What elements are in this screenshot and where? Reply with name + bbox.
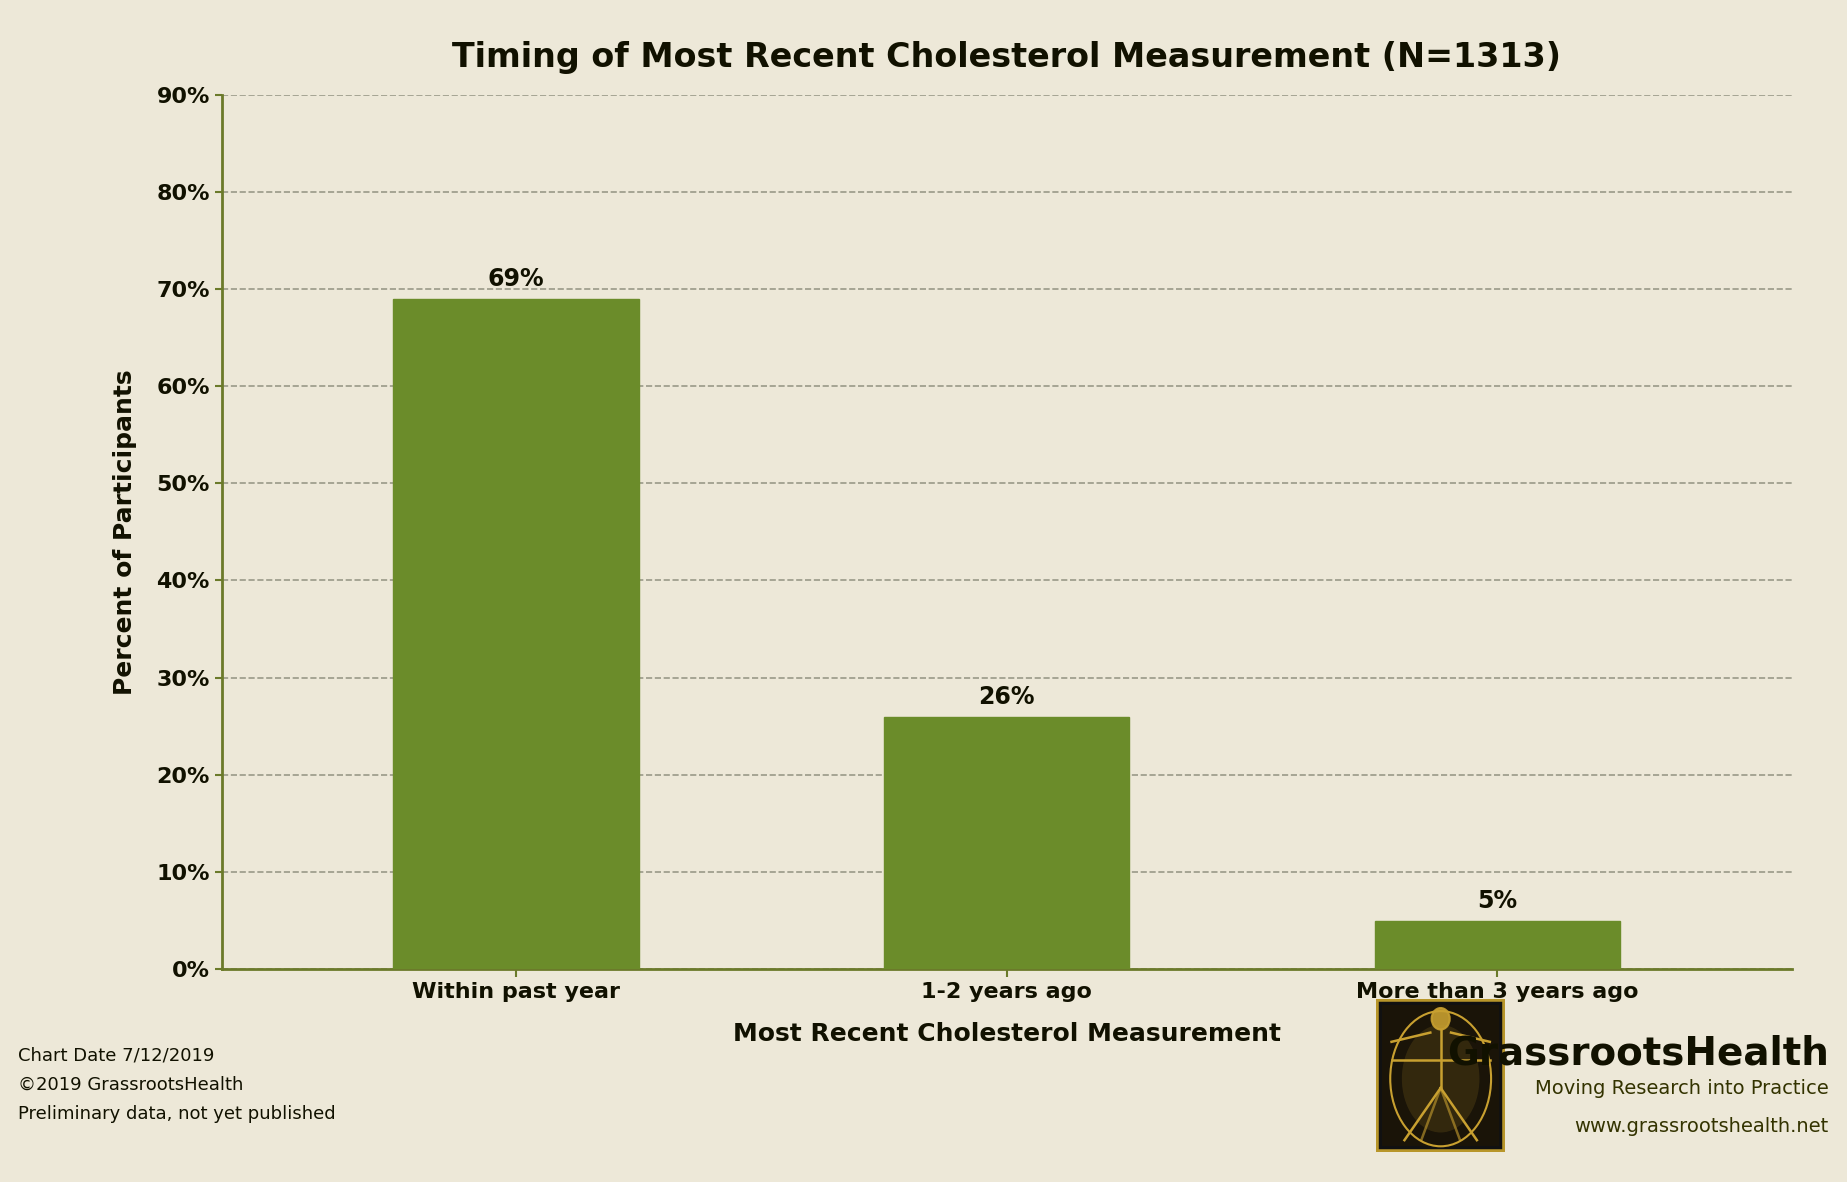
Text: GrassrootsHealth: GrassrootsHealth: [1446, 1034, 1829, 1072]
Ellipse shape: [1402, 1025, 1479, 1132]
Bar: [393, 299, 639, 969]
Text: 5%: 5%: [1478, 889, 1516, 913]
FancyBboxPatch shape: [1376, 999, 1505, 1152]
Text: Chart Date 7/12/2019: Chart Date 7/12/2019: [18, 1046, 214, 1064]
X-axis label: Most Recent Cholesterol Measurement: Most Recent Cholesterol Measurement: [733, 1022, 1280, 1046]
Text: 69%: 69%: [488, 267, 545, 291]
Bar: [885, 716, 1129, 969]
Text: www.grassrootshealth.net: www.grassrootshealth.net: [1574, 1117, 1829, 1136]
Text: 26%: 26%: [979, 684, 1034, 709]
Text: Preliminary data, not yet published: Preliminary data, not yet published: [18, 1105, 336, 1123]
Y-axis label: Percent of Participants: Percent of Participants: [113, 369, 137, 695]
Circle shape: [1431, 1008, 1450, 1030]
Text: ©2019 GrassrootsHealth: ©2019 GrassrootsHealth: [18, 1076, 244, 1093]
FancyBboxPatch shape: [1382, 1005, 1498, 1147]
Title: Timing of Most Recent Cholesterol Measurement (N=1313): Timing of Most Recent Cholesterol Measur…: [453, 41, 1561, 73]
Text: Moving Research into Practice: Moving Research into Practice: [1535, 1079, 1829, 1098]
Bar: [1374, 921, 1620, 969]
